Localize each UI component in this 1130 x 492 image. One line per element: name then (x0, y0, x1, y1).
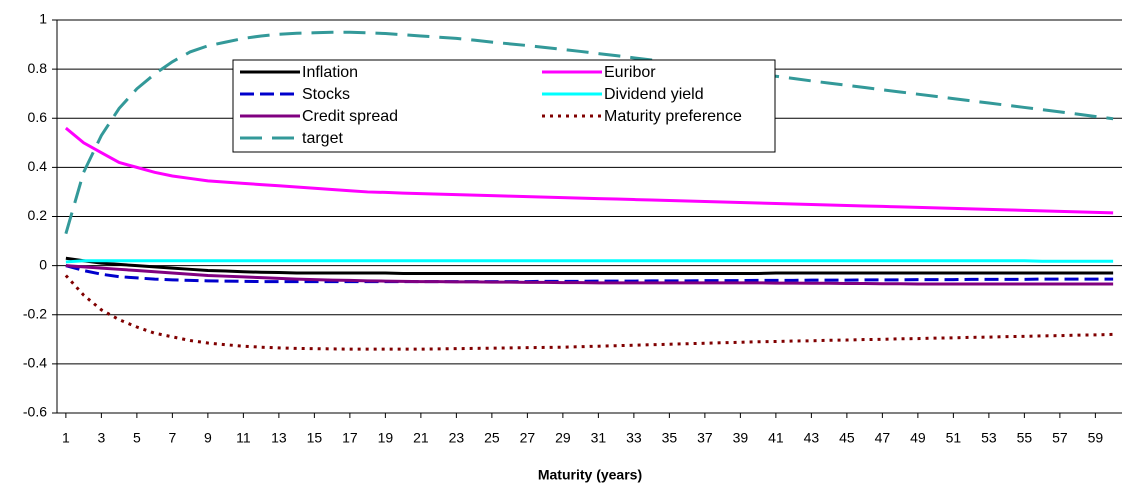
legend-label: Dividend yield (604, 86, 704, 103)
legend-label: target (302, 130, 343, 147)
y-tick-label: 0.2 (28, 207, 48, 223)
legend-label: Inflation (302, 64, 358, 81)
x-tick-label: 43 (804, 430, 820, 446)
series-line (64, 274, 1114, 351)
x-tick-label: 35 (662, 430, 678, 446)
x-tick-label: 33 (626, 430, 642, 446)
legend-label: Credit spread (302, 108, 398, 125)
x-tick-label: 47 (875, 430, 891, 446)
x-tick-label: 41 (768, 430, 784, 446)
series-line (65, 256, 1114, 275)
legend-label: Euribor (604, 64, 656, 81)
x-axis-title: Maturity (years) (538, 467, 642, 483)
x-tick-label: 9 (204, 430, 212, 446)
x-tick-label: 7 (168, 430, 176, 446)
x-tick-label: 31 (591, 430, 607, 446)
y-tick-label: 1 (39, 11, 47, 27)
x-tick-label: 21 (413, 430, 429, 446)
x-tick-label: 15 (307, 430, 323, 446)
x-tick-label: 3 (97, 430, 105, 446)
series-line (65, 264, 1114, 286)
y-tick-label: -0.4 (23, 355, 47, 371)
y-tick-label: 0.6 (28, 109, 48, 125)
y-tick-label: 0 (39, 256, 47, 272)
legend-box (232, 59, 776, 153)
x-tick-label: 59 (1088, 430, 1104, 446)
x-tick-label: 13 (271, 430, 287, 446)
x-tick-label: 11 (236, 430, 251, 446)
x-tick-label: 1 (62, 430, 70, 446)
x-tick-label: 53 (981, 430, 997, 446)
y-tick-label: -0.6 (23, 404, 47, 420)
x-tick-label: 29 (555, 430, 571, 446)
x-tick-label: 39 (733, 430, 749, 446)
series-line (64, 126, 1114, 215)
legend-label: Stocks (302, 86, 350, 103)
legend-label: Maturity preference (604, 108, 742, 125)
x-tick-label: 45 (839, 430, 855, 446)
x-tick-label: 17 (342, 430, 358, 446)
x-tick-label: 23 (449, 430, 465, 446)
x-tick-label: 27 (520, 430, 536, 446)
y-tick-label: 0.4 (28, 158, 48, 174)
y-tick-label: 0.8 (28, 60, 48, 76)
x-tick-label: 49 (910, 430, 926, 446)
series-line (65, 259, 1114, 264)
x-tick-label: 37 (697, 430, 713, 446)
y-tick-label: -0.2 (23, 305, 47, 321)
x-tick-label: 19 (378, 430, 394, 446)
x-tick-label: 51 (946, 430, 962, 446)
x-tick-label: 57 (1052, 430, 1068, 446)
x-tick-label: 25 (484, 430, 500, 446)
x-tick-label: 5 (133, 430, 141, 446)
x-tick-label: 55 (1017, 430, 1033, 446)
